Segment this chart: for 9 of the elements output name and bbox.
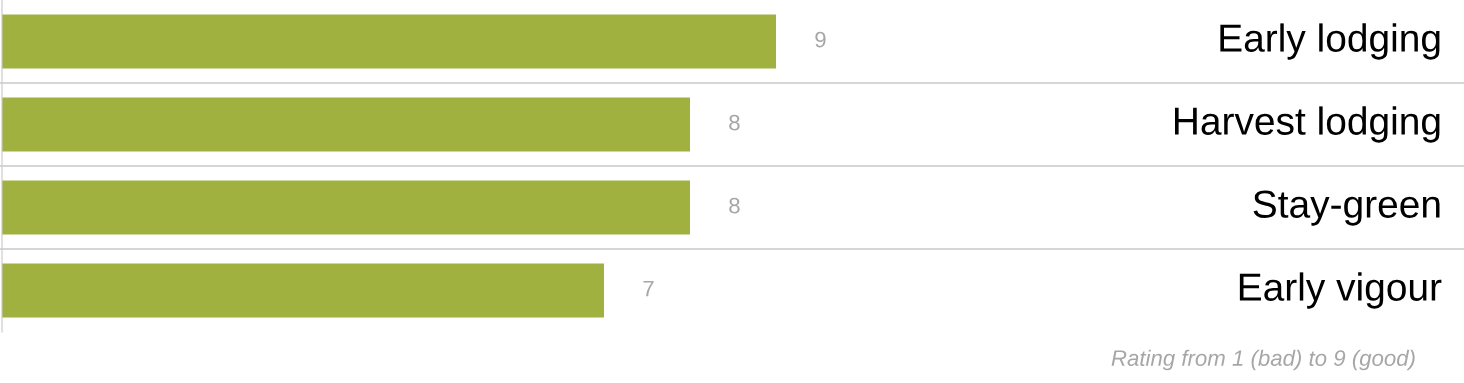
y-tick-label: Early lodging [1220,23,1440,60]
data-label: 8 [729,197,740,214]
data-label: 8 [729,114,740,131]
y-tick-label: Harvest lodging [1175,106,1440,143]
y-tick-label: Stay-green [1253,190,1440,226]
data-label: 9 [815,31,826,48]
data-label: 7 [643,280,654,297]
text: Rating from 1 (bad) to 9 (good) [1111,349,1415,371]
y-tick-label: Early vigour [1239,272,1442,309]
